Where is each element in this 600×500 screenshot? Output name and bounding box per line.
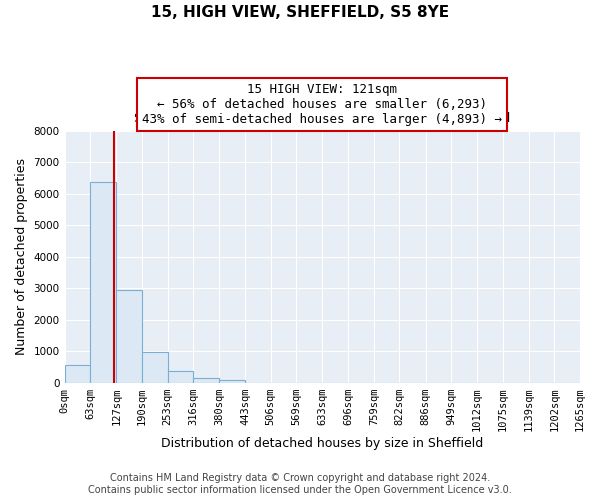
Bar <box>220 380 245 383</box>
Bar <box>193 378 220 383</box>
Bar <box>167 371 193 383</box>
Bar <box>142 352 167 383</box>
Bar <box>65 365 90 383</box>
X-axis label: Distribution of detached houses by size in Sheffield: Distribution of detached houses by size … <box>161 437 484 450</box>
Title: Size of property relative to detached houses in Sheffield: Size of property relative to detached ho… <box>134 112 511 126</box>
Text: Contains HM Land Registry data © Crown copyright and database right 2024.
Contai: Contains HM Land Registry data © Crown c… <box>88 474 512 495</box>
Bar <box>90 182 116 383</box>
Y-axis label: Number of detached properties: Number of detached properties <box>15 158 28 356</box>
Bar <box>116 290 142 383</box>
Text: 15, HIGH VIEW, SHEFFIELD, S5 8YE: 15, HIGH VIEW, SHEFFIELD, S5 8YE <box>151 5 449 20</box>
Text: 15 HIGH VIEW: 121sqm
← 56% of detached houses are smaller (6,293)
43% of semi-de: 15 HIGH VIEW: 121sqm ← 56% of detached h… <box>142 82 502 126</box>
